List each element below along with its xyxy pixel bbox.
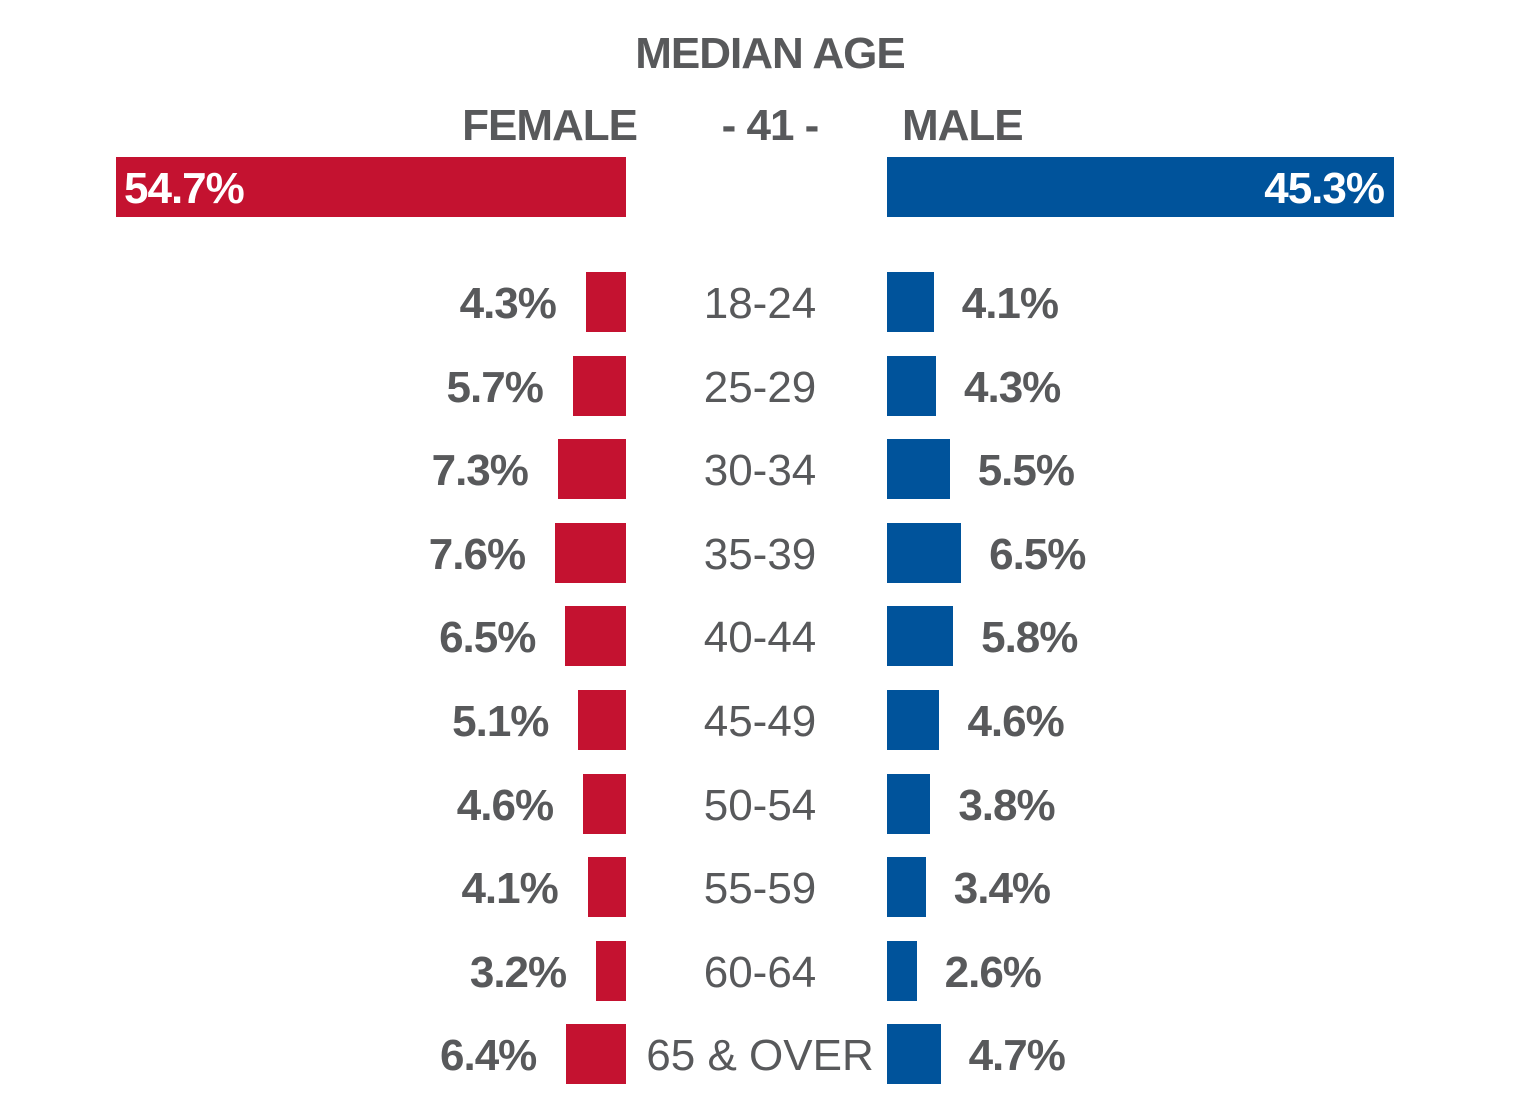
- age-category-label: 60-64: [703, 947, 817, 997]
- female-value-label: 3.2%: [469, 947, 567, 997]
- male-value-label: 2.6%: [944, 947, 1042, 997]
- age-category-label: 40-44: [703, 613, 817, 663]
- chart-title: MEDIAN AGE: [635, 29, 906, 78]
- female-label: FEMALE: [462, 101, 638, 150]
- male-total-label: 45.3%: [1264, 164, 1385, 213]
- female-bar: [583, 773, 626, 834]
- female-value-label: 7.6%: [428, 529, 526, 579]
- female-bar: [587, 857, 626, 918]
- median-age-value: - 41 -: [721, 101, 820, 150]
- female-value-label: 7.3%: [431, 446, 529, 496]
- male-value-label: 3.4%: [953, 864, 1051, 914]
- female-total-label: 54.7%: [124, 164, 245, 213]
- female-bar: [596, 940, 626, 1001]
- female-bar: [578, 690, 626, 750]
- male-value-label: 4.6%: [967, 697, 1064, 746]
- age-category-label: 65 & OVER: [646, 1031, 874, 1081]
- female-value-label: 5.1%: [452, 697, 549, 746]
- female-value-label: 5.7%: [446, 362, 544, 412]
- male-value-label: 4.7%: [968, 1031, 1066, 1081]
- male-bar: [887, 606, 954, 667]
- female-bar: [585, 272, 626, 332]
- male-total-bar: [887, 157, 1395, 217]
- male-value-label: 6.5%: [989, 529, 1086, 579]
- female-bar: [572, 355, 626, 416]
- male-value-label: 3.8%: [958, 780, 1055, 830]
- male-bar: [887, 940, 917, 1001]
- female-bar: [566, 1024, 626, 1085]
- male-bar: [887, 690, 940, 750]
- female-bar: [565, 606, 626, 667]
- female-bar: [555, 522, 626, 583]
- age-category-label: 50-54: [703, 780, 817, 830]
- age-category-label: 45-49: [703, 697, 817, 746]
- male-value-label: 5.8%: [981, 613, 1078, 663]
- male-bar: [887, 857, 926, 918]
- female-value-label: 4.1%: [461, 864, 558, 914]
- female-total-bar: [116, 157, 626, 217]
- male-bar: [887, 355, 937, 416]
- age-category-label: 55-59: [703, 864, 817, 914]
- male-bar: [887, 1024, 941, 1085]
- age-category-label: 25-29: [703, 362, 817, 412]
- male-label: MALE: [902, 101, 1024, 150]
- female-value-label: 4.6%: [456, 780, 554, 830]
- male-value-label: 4.1%: [961, 279, 1059, 328]
- male-bar: [887, 773, 931, 834]
- age-category-label: 35-39: [703, 529, 817, 579]
- male-bar: [887, 439, 950, 500]
- male-value-label: 5.5%: [977, 446, 1075, 496]
- female-value-label: 6.5%: [439, 613, 536, 663]
- male-value-label: 4.3%: [964, 362, 1061, 412]
- age-category-label: 18-24: [703, 279, 817, 328]
- female-bar: [557, 439, 626, 500]
- female-value-label: 6.4%: [440, 1031, 537, 1081]
- age-category-label: 30-34: [703, 446, 817, 496]
- male-bar: [887, 522, 962, 583]
- female-value-label: 4.3%: [459, 279, 557, 328]
- male-bar: [887, 272, 934, 332]
